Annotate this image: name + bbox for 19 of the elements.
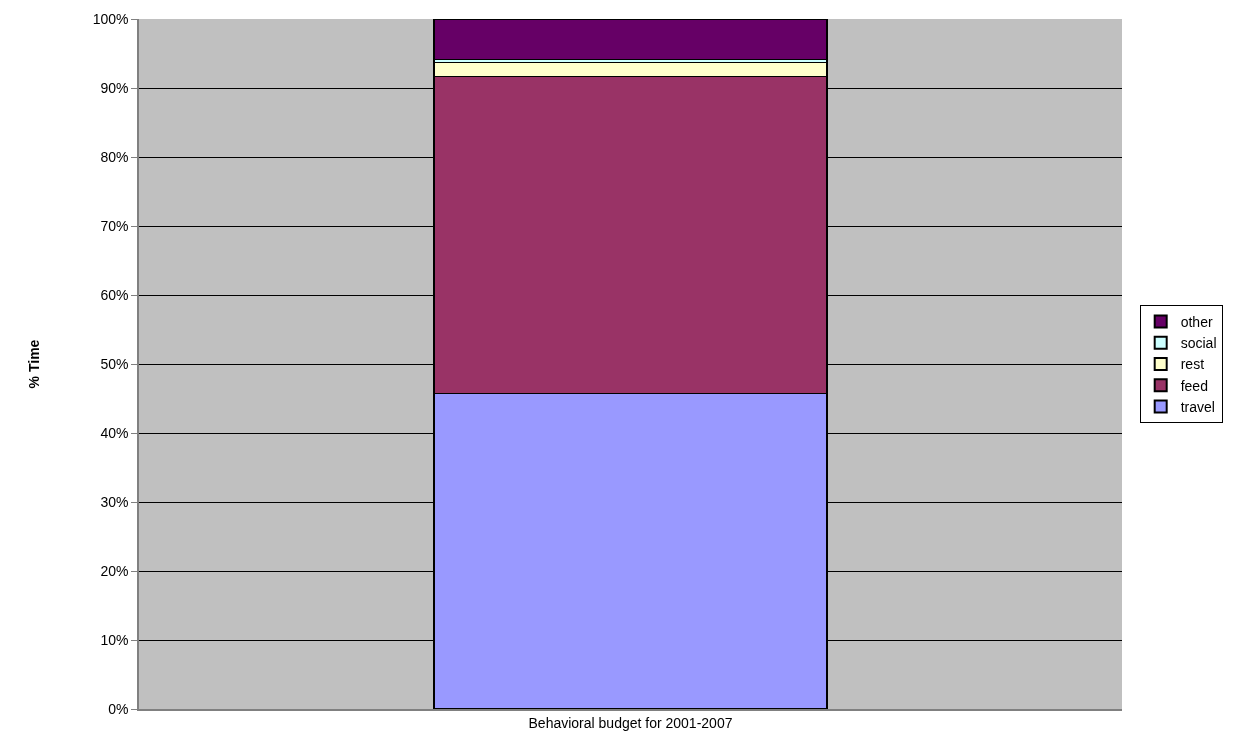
y-tick-label: 40% bbox=[100, 424, 129, 441]
y-axis-title: % Time bbox=[25, 339, 42, 389]
y-tick-label: 60% bbox=[100, 286, 129, 303]
legend-label: other bbox=[1180, 314, 1213, 331]
legend-label: travel bbox=[1180, 398, 1215, 415]
y-tick-label: 100% bbox=[92, 10, 129, 27]
y-tick-label: 10% bbox=[100, 631, 129, 648]
y-tick-label: 50% bbox=[100, 355, 129, 372]
y-tick-label: 90% bbox=[100, 79, 129, 96]
y-tick-label: 30% bbox=[100, 493, 129, 510]
y-tick-label: 70% bbox=[100, 217, 129, 234]
y-tick-label: 80% bbox=[100, 148, 129, 165]
legend-label: feed bbox=[1180, 377, 1208, 394]
y-tick-label: 0% bbox=[108, 700, 129, 717]
legend-label: social bbox=[1180, 335, 1217, 352]
legend-label: rest bbox=[1180, 356, 1205, 373]
x-tick-label: Behavioral budget for 2001-2007 bbox=[528, 714, 733, 731]
bar bbox=[433, 19, 828, 61]
y-tick-label: 20% bbox=[100, 562, 129, 579]
